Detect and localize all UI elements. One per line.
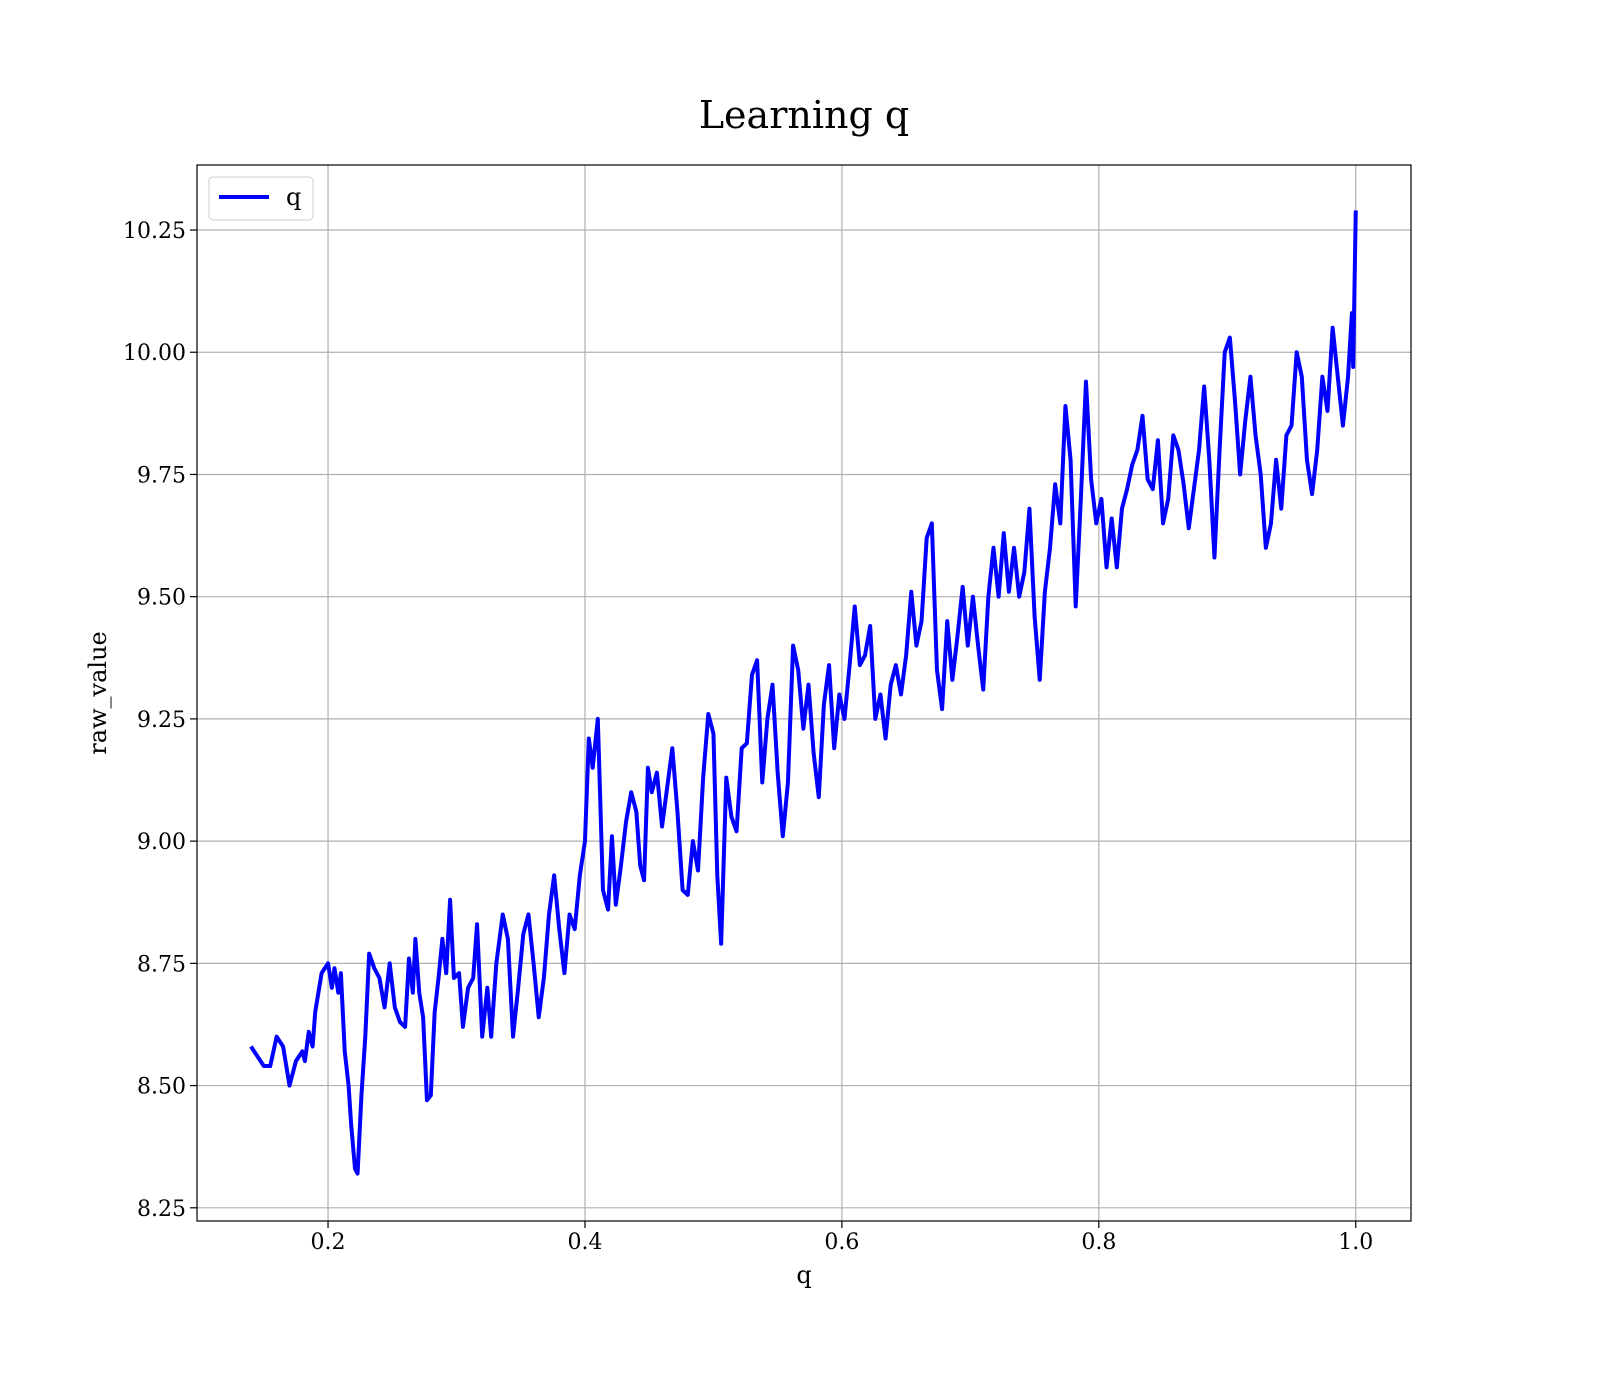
y-tick-label: 9.00 bbox=[137, 830, 186, 855]
y-tick-label: 8.75 bbox=[137, 952, 186, 977]
x-tick-label: 0.6 bbox=[824, 1230, 859, 1255]
y-tick-label: 8.25 bbox=[137, 1197, 186, 1222]
y-tick-label: 9.25 bbox=[137, 708, 186, 733]
x-tick-label: 1.0 bbox=[1338, 1230, 1373, 1255]
plot-frame bbox=[196, 164, 1412, 1222]
line-series bbox=[249, 210, 1358, 1176]
x-axis-label: q bbox=[796, 1261, 811, 1289]
x-tick-label: 0.4 bbox=[567, 1230, 602, 1255]
chart-title: Learning q bbox=[699, 93, 909, 137]
legend-label: q bbox=[286, 183, 301, 211]
y-tick-label: 9.50 bbox=[137, 586, 186, 611]
y-tick-label: 10.00 bbox=[123, 341, 186, 366]
y-axis-label: raw_value bbox=[84, 631, 112, 755]
x-tick-label: 0.2 bbox=[311, 1230, 346, 1255]
y-tick-label: 10.25 bbox=[123, 219, 186, 244]
x-tick-label: 0.8 bbox=[1081, 1230, 1116, 1255]
y-tick-label: 9.75 bbox=[137, 463, 186, 488]
y-tick-label: 8.50 bbox=[137, 1075, 186, 1100]
